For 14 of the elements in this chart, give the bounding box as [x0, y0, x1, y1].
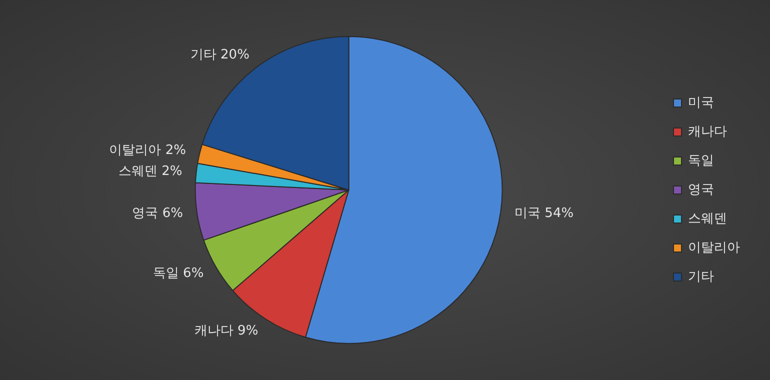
legend-label: 미국	[688, 95, 714, 110]
data-label: 기타 20%	[190, 47, 250, 62]
data-label: 미국 54%	[514, 206, 574, 222]
legend-label: 이탈리아	[688, 240, 740, 256]
legend-label: 영국	[688, 182, 714, 198]
legend-label: 스웨덴	[688, 211, 727, 226]
legend-label: 기타	[688, 269, 714, 284]
data-label: 캐나다 9%	[194, 323, 258, 338]
legend-label: 독일	[688, 153, 714, 168]
data-label: 독일 6%	[152, 266, 204, 282]
data-label: 이탈리아 2%	[109, 142, 186, 158]
data-label: 영국 6%	[132, 206, 183, 222]
legend-label: 캐나다	[688, 124, 727, 140]
data-label: 스웨덴 2%	[118, 164, 182, 179]
